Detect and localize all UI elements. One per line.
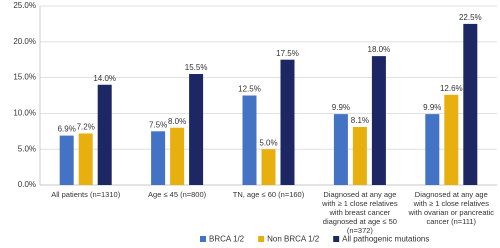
- bar: [242, 95, 257, 185]
- bar: [59, 135, 74, 185]
- legend-label: All pathogenic mutations: [342, 235, 429, 244]
- data-label: 9.9%: [332, 103, 350, 112]
- y-tick-label: 5.0%: [18, 144, 36, 153]
- data-label: 15.5%: [185, 63, 208, 72]
- y-tick-label: 10.0%: [13, 109, 36, 118]
- bar: [170, 127, 185, 185]
- bar: [352, 127, 367, 185]
- bar: [333, 114, 348, 185]
- data-label: 7.2%: [77, 123, 95, 132]
- legend-label: Non BRCA 1/2: [267, 235, 320, 244]
- x-tick-label: TN, age ≤ 60 (n=160): [232, 190, 305, 199]
- y-tick-label: 0.0%: [18, 180, 36, 189]
- data-label: 12.6%: [440, 84, 463, 93]
- data-label: 6.9%: [58, 125, 76, 134]
- x-tick-label: Diagnosed at any age with ≥ 1 close rela…: [322, 190, 398, 235]
- data-label: 8.0%: [168, 117, 186, 126]
- data-label: 9.9%: [423, 103, 441, 112]
- data-label: 12.5%: [238, 85, 261, 94]
- data-label: 8.1%: [351, 116, 369, 125]
- data-label: 18.0%: [368, 45, 391, 54]
- bar: [463, 23, 478, 186]
- data-label: 22.5%: [459, 13, 482, 22]
- y-tick-label: 20.0%: [13, 37, 36, 46]
- data-label: 5.0%: [259, 138, 277, 147]
- legend-swatch: [333, 236, 340, 242]
- bar: [97, 84, 112, 185]
- bar: [371, 56, 386, 186]
- legend-swatch: [258, 236, 265, 242]
- bar: [425, 114, 440, 185]
- bar: [261, 149, 276, 185]
- x-tick-label: Age ≤ 45 (n=800): [148, 190, 207, 199]
- bar: [280, 59, 295, 186]
- data-label: 14.0%: [93, 74, 116, 83]
- x-tick-label: All patients (n=1310): [51, 190, 121, 199]
- legend-label: BRCA 1/2: [209, 235, 245, 244]
- data-label: 7.5%: [149, 120, 167, 129]
- bar: [189, 74, 204, 185]
- y-tick-label: 15.0%: [13, 73, 36, 82]
- legend-swatch: [200, 236, 206, 242]
- bar: [444, 94, 459, 185]
- bar: [78, 133, 93, 185]
- data-label: 17.5%: [276, 49, 299, 58]
- x-tick-label: Diagnosed at any age with ≥ 1 close rela…: [408, 190, 495, 226]
- y-tick-label: 25.0%: [13, 1, 36, 10]
- bar: [151, 131, 166, 185]
